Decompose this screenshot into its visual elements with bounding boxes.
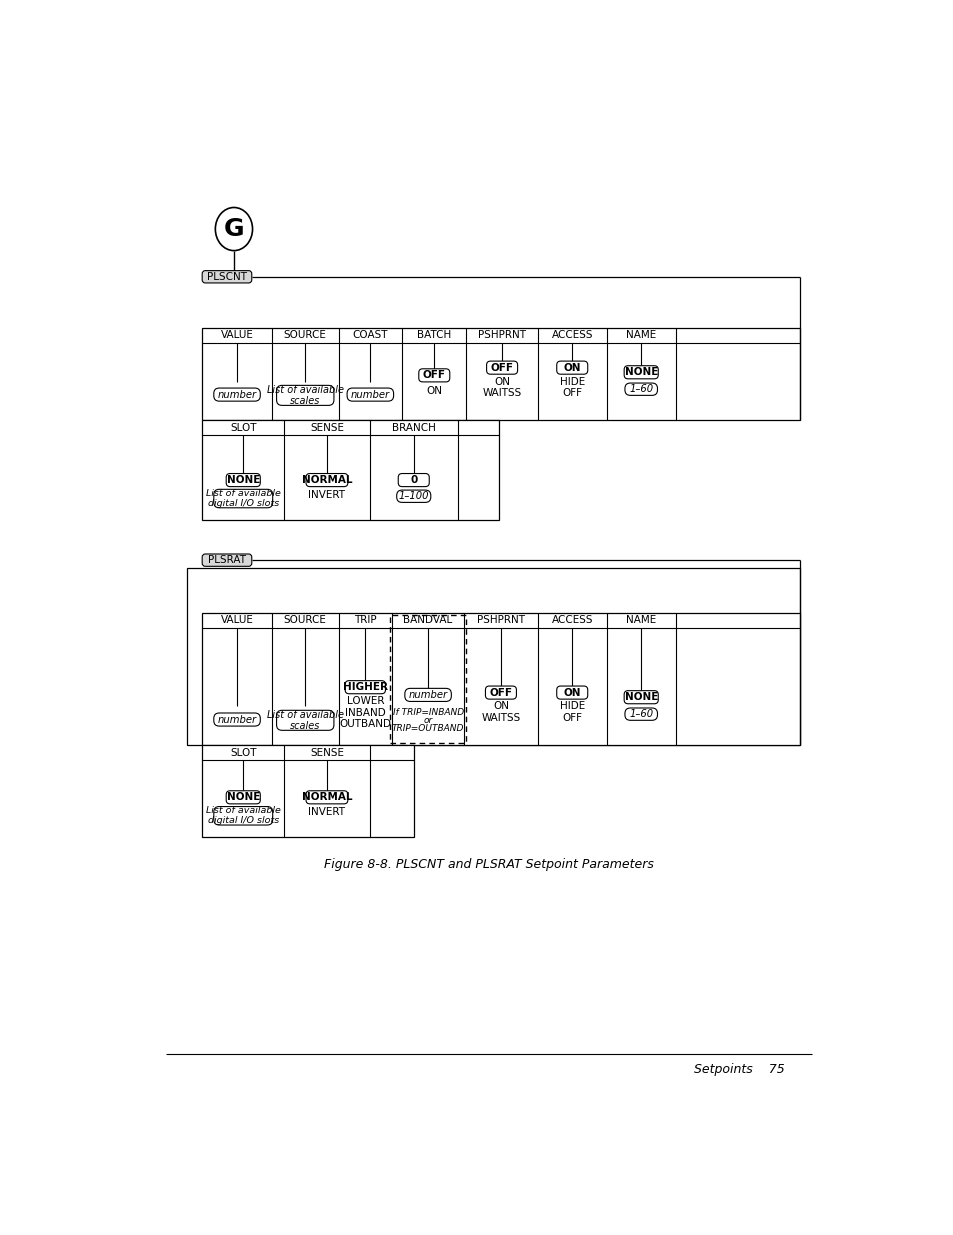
Text: OFF: OFF xyxy=(490,363,513,373)
Text: OFF: OFF xyxy=(489,688,512,698)
Text: OFF: OFF xyxy=(561,388,581,398)
Text: TRIP: TRIP xyxy=(354,615,376,625)
Text: VALUE: VALUE xyxy=(220,330,253,341)
Text: List of available
digital I/O slots: List of available digital I/O slots xyxy=(206,806,280,825)
Text: WAITSS: WAITSS xyxy=(482,388,521,398)
FancyBboxPatch shape xyxy=(396,490,431,503)
Text: Figure 8-8. PLSCNT and PLSRAT Setpoint Parameters: Figure 8-8. PLSCNT and PLSRAT Setpoint P… xyxy=(324,858,653,871)
FancyBboxPatch shape xyxy=(623,690,658,704)
Text: BRANCH: BRANCH xyxy=(392,422,436,432)
Text: INBAND: INBAND xyxy=(345,708,385,718)
Text: COAST: COAST xyxy=(353,330,388,341)
FancyBboxPatch shape xyxy=(306,790,348,804)
FancyBboxPatch shape xyxy=(213,806,273,825)
Text: LOWER: LOWER xyxy=(346,697,384,706)
Text: ACCESS: ACCESS xyxy=(551,330,593,341)
Text: 1–60: 1–60 xyxy=(628,384,653,394)
Text: ON: ON xyxy=(493,701,508,711)
Text: List of available
digital I/O slots: List of available digital I/O slots xyxy=(206,489,280,509)
FancyBboxPatch shape xyxy=(202,613,799,745)
Text: If TRIP=INBAND: If TRIP=INBAND xyxy=(392,708,463,718)
Text: TRIP=OUTBAND: TRIP=OUTBAND xyxy=(392,724,464,732)
Text: PSHPRNT: PSHPRNT xyxy=(476,615,524,625)
Text: VALUE: VALUE xyxy=(220,615,253,625)
FancyBboxPatch shape xyxy=(202,327,799,420)
FancyBboxPatch shape xyxy=(557,361,587,374)
Text: OFF: OFF xyxy=(422,370,445,380)
FancyBboxPatch shape xyxy=(213,489,273,508)
FancyBboxPatch shape xyxy=(276,385,334,405)
FancyBboxPatch shape xyxy=(347,388,394,401)
FancyBboxPatch shape xyxy=(306,473,348,487)
Text: ON: ON xyxy=(563,363,580,373)
FancyBboxPatch shape xyxy=(213,713,260,726)
FancyBboxPatch shape xyxy=(485,687,516,699)
Text: 0: 0 xyxy=(410,475,416,485)
FancyBboxPatch shape xyxy=(276,710,334,730)
Text: number: number xyxy=(408,690,447,700)
FancyBboxPatch shape xyxy=(202,270,252,283)
Text: OFF: OFF xyxy=(561,713,581,722)
Text: number: number xyxy=(351,389,390,400)
Text: SENSE: SENSE xyxy=(310,422,344,432)
Text: PLSCNT: PLSCNT xyxy=(207,272,247,282)
Text: 1–60: 1–60 xyxy=(628,709,653,719)
Text: ON: ON xyxy=(426,385,442,395)
Text: ON: ON xyxy=(563,688,580,698)
FancyBboxPatch shape xyxy=(202,745,414,837)
Ellipse shape xyxy=(215,207,253,251)
Text: ACCESS: ACCESS xyxy=(551,615,593,625)
FancyBboxPatch shape xyxy=(226,473,260,487)
Text: SLOT: SLOT xyxy=(230,422,256,432)
FancyBboxPatch shape xyxy=(226,790,260,804)
FancyBboxPatch shape xyxy=(202,555,252,567)
FancyBboxPatch shape xyxy=(557,687,587,699)
Text: INVERT: INVERT xyxy=(308,806,345,816)
FancyBboxPatch shape xyxy=(187,568,799,745)
Text: PLSRAT: PLSRAT xyxy=(208,556,246,566)
FancyBboxPatch shape xyxy=(418,369,449,382)
Text: SLOT: SLOT xyxy=(230,747,256,757)
Text: Setpoints    75: Setpoints 75 xyxy=(693,1063,783,1077)
Text: OUTBAND: OUTBAND xyxy=(339,719,391,729)
Text: NONE: NONE xyxy=(226,793,259,803)
Text: SOURCE: SOURCE xyxy=(283,330,326,341)
Text: G: G xyxy=(223,217,244,241)
FancyBboxPatch shape xyxy=(345,680,385,694)
Text: WAITSS: WAITSS xyxy=(481,713,520,722)
Text: NAME: NAME xyxy=(625,330,656,341)
Text: number: number xyxy=(217,389,256,400)
Text: NORMAL: NORMAL xyxy=(301,475,352,485)
Text: List of available
scales: List of available scales xyxy=(267,710,343,731)
Text: List of available
scales: List of available scales xyxy=(267,384,343,406)
Text: NONE: NONE xyxy=(226,475,259,485)
Text: PSHPRNT: PSHPRNT xyxy=(477,330,525,341)
FancyBboxPatch shape xyxy=(486,361,517,374)
FancyBboxPatch shape xyxy=(404,688,451,701)
Text: BANDVAL: BANDVAL xyxy=(403,615,453,625)
Text: NAME: NAME xyxy=(625,615,656,625)
Text: NONE: NONE xyxy=(624,367,658,377)
Text: SENSE: SENSE xyxy=(310,747,344,757)
Text: ON: ON xyxy=(494,377,510,387)
Text: HIGHER: HIGHER xyxy=(342,682,388,692)
Text: or: or xyxy=(423,716,433,725)
FancyBboxPatch shape xyxy=(624,383,657,395)
FancyBboxPatch shape xyxy=(623,366,658,379)
Text: number: number xyxy=(217,715,256,725)
Text: 1–100: 1–100 xyxy=(398,492,429,501)
Text: INVERT: INVERT xyxy=(308,490,345,500)
FancyBboxPatch shape xyxy=(624,708,657,720)
FancyBboxPatch shape xyxy=(202,420,498,520)
Text: SOURCE: SOURCE xyxy=(283,615,326,625)
Text: HIDE: HIDE xyxy=(559,701,584,711)
FancyBboxPatch shape xyxy=(397,473,429,487)
Text: NORMAL: NORMAL xyxy=(301,793,352,803)
FancyBboxPatch shape xyxy=(390,615,466,742)
FancyBboxPatch shape xyxy=(213,388,260,401)
Text: NONE: NONE xyxy=(624,692,658,703)
Text: HIDE: HIDE xyxy=(559,377,584,387)
Text: BATCH: BATCH xyxy=(416,330,451,341)
